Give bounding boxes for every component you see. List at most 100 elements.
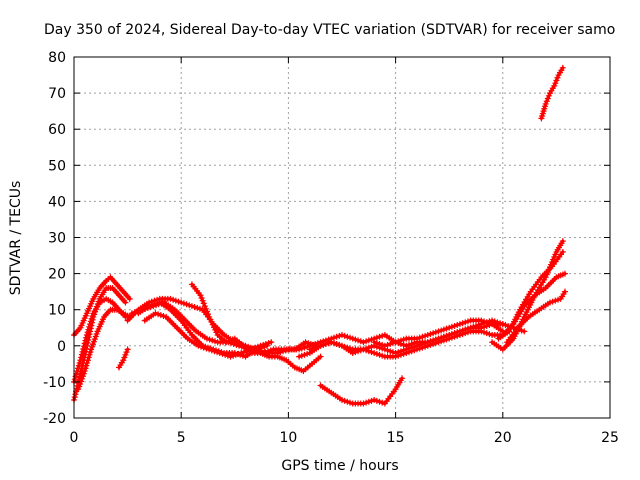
- data-point: [451, 322, 458, 329]
- data-point: [75, 365, 82, 372]
- data-point: [419, 344, 426, 351]
- data-point: [120, 357, 127, 364]
- data-point: [483, 330, 490, 337]
- data-point: [277, 349, 284, 356]
- data-point: [201, 303, 208, 310]
- data-point: [553, 77, 560, 84]
- data-point: [325, 340, 332, 347]
- data-point: [400, 336, 407, 343]
- data-point: [258, 344, 265, 351]
- data-point: [124, 346, 131, 353]
- series-track-18: [499, 270, 568, 338]
- data-point: [360, 339, 367, 346]
- data-point: [202, 305, 209, 312]
- data-point: [376, 351, 383, 358]
- data-point: [302, 339, 309, 346]
- chart-title: Day 350 of 2024, Sidereal Day-to-day VTE…: [44, 22, 615, 38]
- data-point: [387, 340, 394, 347]
- data-point: [123, 349, 130, 356]
- data-point: [85, 326, 92, 333]
- data-point: [160, 313, 167, 320]
- data-point: [561, 270, 568, 277]
- data-point: [352, 349, 359, 356]
- data-point: [167, 295, 174, 302]
- series-track-13: [306, 328, 506, 360]
- data-point: [521, 328, 528, 335]
- data-point: [481, 318, 488, 325]
- series-track-15: [317, 375, 406, 407]
- data-point: [333, 340, 340, 347]
- data-point: [76, 359, 83, 366]
- data-point: [478, 328, 485, 335]
- data-point: [317, 342, 324, 349]
- data-point: [83, 362, 90, 369]
- data-point: [552, 297, 559, 304]
- data-point: [400, 341, 407, 348]
- data-point: [355, 348, 362, 355]
- data-point: [206, 346, 213, 353]
- data-point: [478, 317, 485, 324]
- data-point: [408, 348, 415, 355]
- data-point: [430, 330, 437, 337]
- data-point: [328, 339, 335, 346]
- data-point: [88, 315, 95, 322]
- data-point: [406, 349, 412, 356]
- data-point: [448, 334, 455, 341]
- data-point: [435, 339, 442, 346]
- data-point: [79, 348, 86, 355]
- data-point: [392, 353, 399, 360]
- y-tick-label: 40: [48, 194, 66, 210]
- data-point: [448, 323, 455, 330]
- data-point: [261, 343, 268, 350]
- data-point: [352, 336, 359, 343]
- data-point: [230, 340, 237, 347]
- data-point: [347, 334, 354, 341]
- data-point: [81, 343, 88, 350]
- data-point: [312, 344, 319, 351]
- data-point: [456, 321, 463, 328]
- data-point: [518, 327, 525, 334]
- data-point: [336, 332, 343, 339]
- data-point: [170, 296, 177, 303]
- series-track-10: [188, 281, 324, 375]
- data-point: [157, 312, 164, 319]
- data-point: [78, 354, 85, 361]
- data-point: [430, 340, 437, 347]
- data-point: [74, 368, 81, 375]
- data-point: [403, 350, 410, 357]
- data-point: [357, 338, 364, 345]
- data-point: [320, 341, 327, 348]
- data-point: [422, 343, 429, 350]
- data-point: [206, 336, 213, 343]
- data-point: [373, 334, 380, 341]
- data-point: [454, 332, 461, 339]
- data-point: [561, 288, 568, 295]
- data-point: [128, 310, 135, 317]
- data-point: [424, 331, 431, 338]
- data-point: [349, 335, 356, 342]
- data-point: [322, 340, 329, 347]
- data-point: [459, 331, 466, 338]
- data-point: [486, 331, 493, 338]
- data-point: [296, 346, 303, 353]
- data-point: [314, 343, 321, 350]
- data-point: [146, 303, 153, 310]
- series-layer: [71, 64, 568, 407]
- data-point: [341, 332, 348, 339]
- data-point: [481, 329, 488, 336]
- y-tick-label: 80: [48, 50, 66, 66]
- data-point: [379, 341, 386, 348]
- data-point: [544, 95, 551, 102]
- data-point: [82, 337, 89, 344]
- data-point: [373, 397, 380, 404]
- data-point: [368, 397, 375, 404]
- data-point: [373, 350, 380, 357]
- data-point: [422, 332, 429, 339]
- data-point: [301, 351, 308, 358]
- data-point: [84, 329, 91, 336]
- data-point: [148, 302, 155, 309]
- data-point: [545, 92, 552, 99]
- data-point: [349, 350, 356, 357]
- data-point: [432, 329, 439, 336]
